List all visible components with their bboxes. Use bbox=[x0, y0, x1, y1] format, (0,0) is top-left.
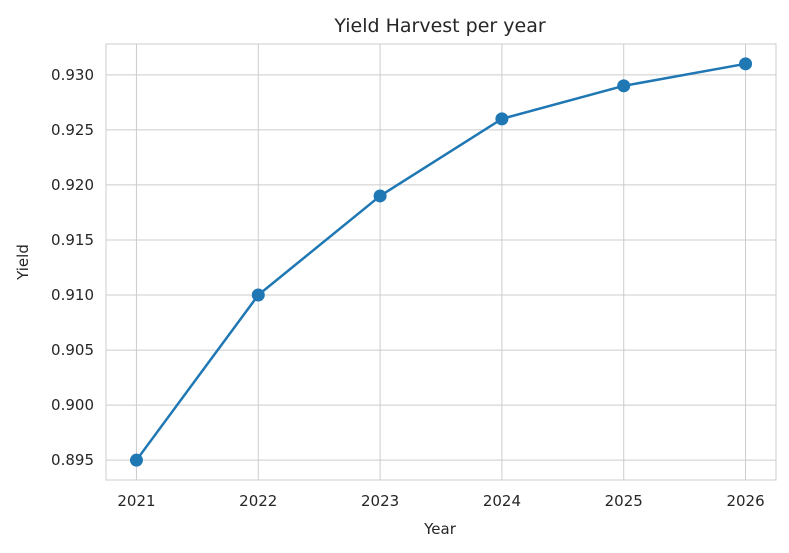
y-tick-label: 0.920 bbox=[51, 176, 94, 194]
data-point bbox=[739, 57, 753, 71]
y-tick-label: 0.925 bbox=[51, 121, 94, 139]
data-point bbox=[251, 288, 265, 302]
data-point bbox=[495, 112, 509, 126]
y-tick-label: 0.905 bbox=[51, 341, 94, 359]
y-tick-label: 0.930 bbox=[51, 66, 94, 84]
x-tick-label: 2022 bbox=[239, 492, 277, 510]
y-tick-label: 0.895 bbox=[51, 451, 94, 469]
x-tick-label: 2026 bbox=[726, 492, 764, 510]
x-axis-label: Year bbox=[423, 520, 457, 538]
x-tick-label: 2021 bbox=[117, 492, 155, 510]
x-tick-label: 2023 bbox=[361, 492, 399, 510]
x-tick-label: 2025 bbox=[605, 492, 643, 510]
data-point bbox=[617, 79, 631, 93]
data-point bbox=[373, 189, 387, 203]
series-line bbox=[135, 62, 747, 462]
y-tick-label: 0.900 bbox=[51, 396, 94, 414]
y-axis-ticks: 0.895 0.900 0.905 0.910 0.915 0.920 0.925 0.930 bbox=[51, 66, 94, 469]
y-axis-label: Yield bbox=[14, 244, 32, 281]
series-layer bbox=[129, 57, 753, 467]
data-point bbox=[129, 453, 143, 467]
y-tick-label: 0.915 bbox=[51, 231, 94, 249]
grid-lines bbox=[106, 44, 776, 480]
y-tick-label: 0.910 bbox=[51, 286, 94, 304]
x-tick-label: 2024 bbox=[483, 492, 521, 510]
chart-title: Yield Harvest per year bbox=[333, 15, 546, 37]
plot-area bbox=[105, 43, 777, 481]
x-axis-ticks: 2021 2022 2023 2024 2025 2026 bbox=[117, 492, 764, 510]
